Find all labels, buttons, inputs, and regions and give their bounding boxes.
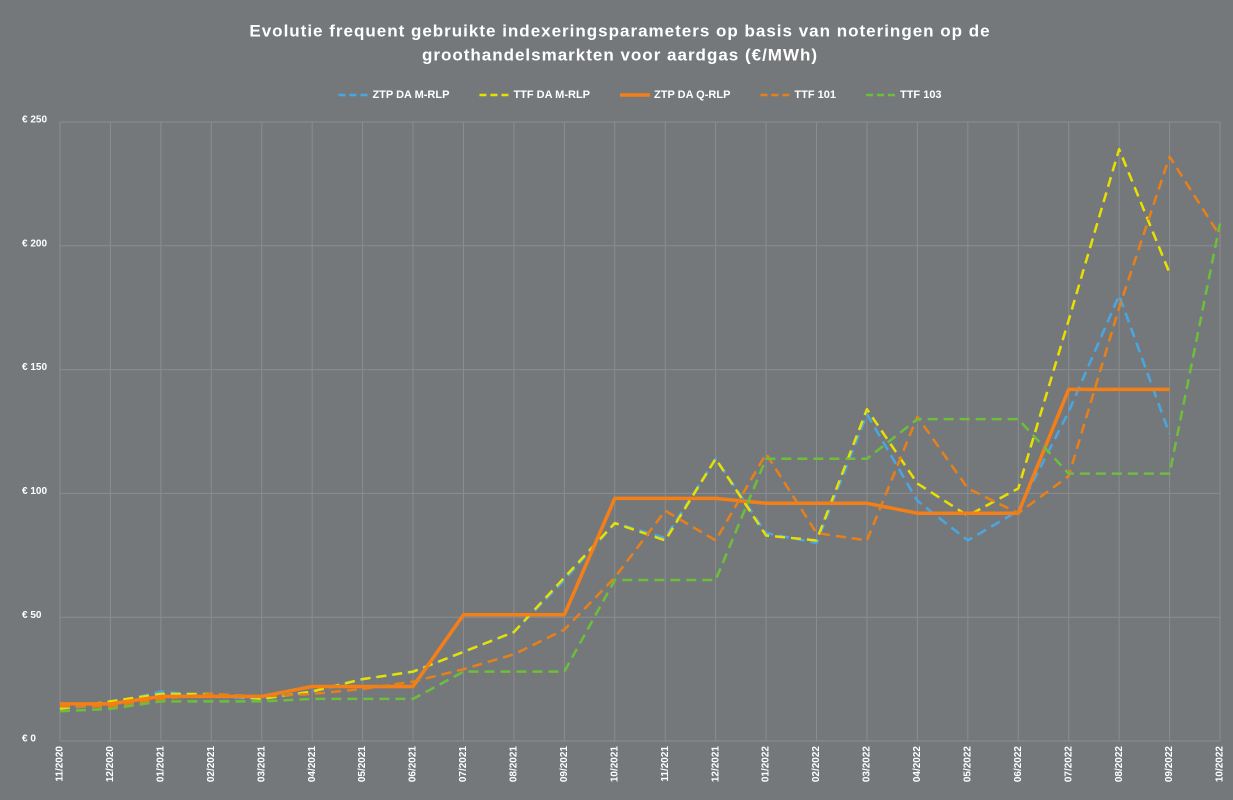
legend-label: ZTP DA Q-RLP [654,89,730,101]
legend-label: TTF 101 [794,89,836,101]
x-tick-label: 03/2022 [862,746,873,783]
x-tick-label: 07/2022 [1063,746,1074,783]
series-line [60,155,1222,708]
x-tick-label: 04/2021 [307,746,318,783]
y-tick-label: € 100 [22,486,47,497]
x-tick-label: 06/2021 [408,746,419,783]
chart-title: groothandelsmarkten voor aardgas (€/MWh) [422,45,818,64]
x-tick-label: 06/2022 [1013,746,1024,783]
x-tick-label: 05/2021 [357,746,368,783]
x-tick-label: 11/2021 [660,746,671,782]
series-line [59,223,1222,713]
x-tick-label: 01/2022 [761,746,772,783]
series-line [59,147,1171,711]
x-tick-label: 01/2021 [156,746,167,783]
y-tick-label: € 0 [22,734,36,745]
x-tick-label: 05/2022 [962,746,973,783]
y-tick-label: € 250 [22,115,47,126]
x-tick-label: 09/2022 [1164,746,1175,783]
chart-title: Evolutie frequent gebruikte indexeringsp… [249,21,990,40]
legend-label: ZTP DA M-RLP [372,89,449,101]
x-tick-label: 09/2021 [559,746,570,783]
x-tick-label: 08/2021 [509,746,520,783]
legend-label: TTF 103 [900,89,942,101]
y-tick-label: € 50 [22,610,42,621]
x-tick-label: 10/2022 [1215,746,1226,783]
x-tick-label: 07/2021 [458,746,469,783]
x-tick-label: 02/2022 [811,746,822,783]
x-tick-label: 11/2020 [55,746,66,782]
y-tick-label: € 200 [22,238,47,249]
x-tick-label: 02/2021 [206,746,217,783]
x-tick-label: 12/2020 [105,746,116,783]
x-tick-label: 04/2022 [912,746,923,783]
x-tick-label: 12/2021 [710,746,721,783]
y-tick-label: € 150 [22,362,47,373]
legend: ZTP DA M-RLP TTF DA M-RLP ZTP DA Q-RLP TTF … [338,89,942,101]
x-tick-label: 08/2022 [1114,746,1125,783]
x-tick-label: 03/2021 [256,746,267,783]
x-tick-label: 10/2021 [609,746,620,783]
legend-label: TTF DA M-RLP [513,89,590,101]
